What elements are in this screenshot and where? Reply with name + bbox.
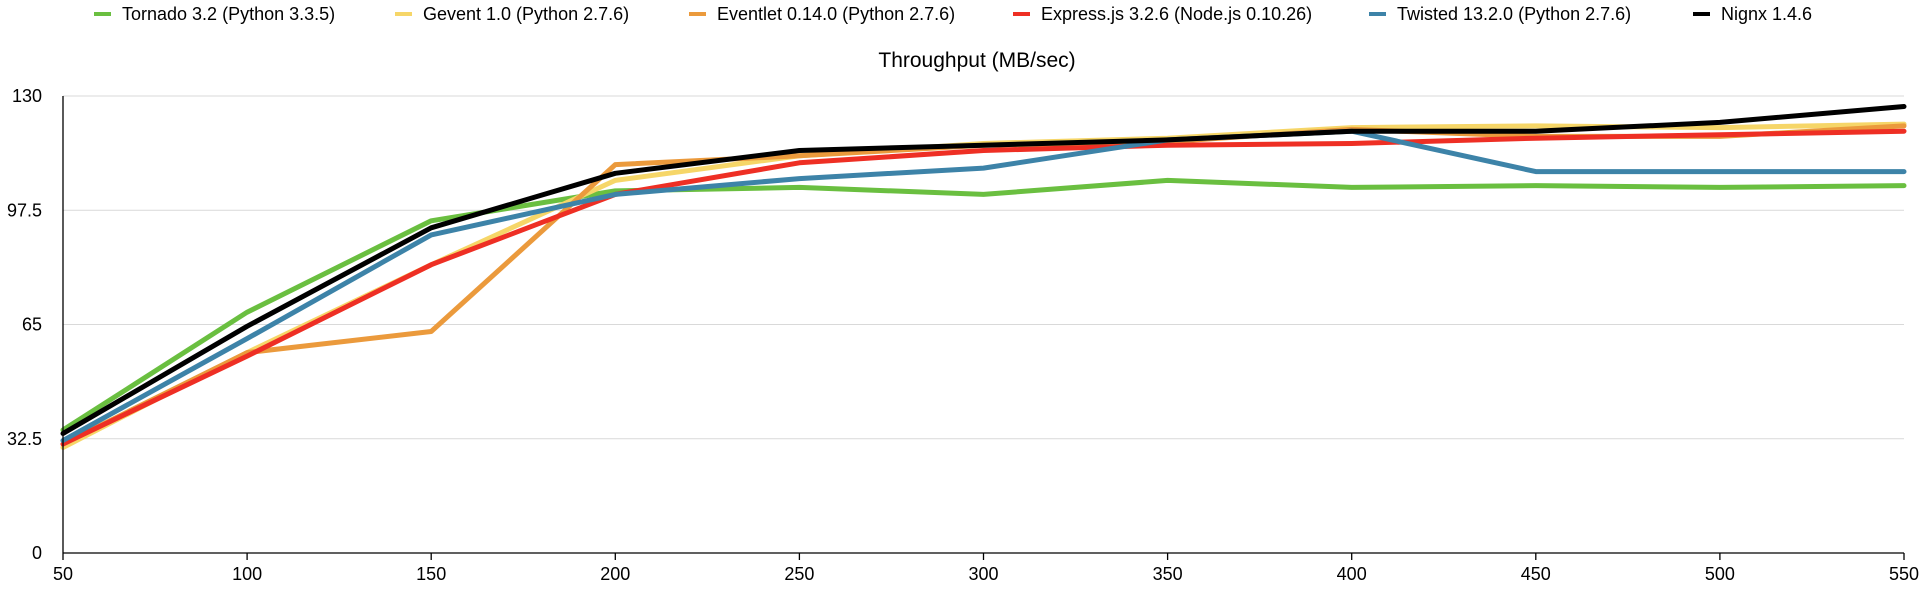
x-tick-label: 450 bbox=[1521, 564, 1551, 584]
axes bbox=[62, 96, 1904, 554]
x-tick-label: 550 bbox=[1889, 564, 1919, 584]
x-axis-ticks: 50 100 150 200 250 300 350 400 450 500 550 bbox=[53, 553, 1919, 584]
legend-entry: Express.js 3.2.6 (Node.js 0.10.26) bbox=[1013, 4, 1312, 24]
x-tick-label: 300 bbox=[968, 564, 998, 584]
legend-label: Tornado 3.2 (Python 3.3.5) bbox=[122, 4, 335, 24]
series-line-1 bbox=[60, 177, 1907, 433]
series-line-4 bbox=[60, 128, 1907, 447]
y-tick-label: 65 bbox=[22, 315, 42, 335]
legend-entry: Tornado 3.2 (Python 3.3.5) bbox=[94, 4, 335, 24]
y-tick-label: 0 bbox=[32, 543, 42, 563]
legend-label: Twisted 13.2.0 (Python 2.7.6) bbox=[1397, 4, 1631, 24]
legend-entry: Nignx 1.4.6 bbox=[1693, 4, 1812, 24]
y-axis-ticks: 0 32.5 65 97.5 130 bbox=[7, 86, 42, 563]
legend-entry: Gevent 1.0 (Python 2.7.6) bbox=[395, 4, 629, 24]
legend-label: Nignx 1.4.6 bbox=[1721, 4, 1812, 24]
x-tick-label: 350 bbox=[1153, 564, 1183, 584]
x-tick-label: 500 bbox=[1705, 564, 1735, 584]
series-line-5 bbox=[60, 128, 1907, 443]
legend-label: Gevent 1.0 (Python 2.7.6) bbox=[423, 4, 629, 24]
legend-entry: Twisted 13.2.0 (Python 2.7.6) bbox=[1369, 4, 1631, 24]
x-tick-label: 50 bbox=[53, 564, 73, 584]
x-tick-label: 250 bbox=[784, 564, 814, 584]
legend-label: Eventlet 0.14.0 (Python 2.7.6) bbox=[717, 4, 955, 24]
x-tick-label: 200 bbox=[600, 564, 630, 584]
series-line-6 bbox=[60, 104, 1907, 436]
y-tick-label: 32.5 bbox=[7, 429, 42, 449]
series-lines bbox=[60, 104, 1907, 450]
grid bbox=[63, 95, 1904, 440]
legend-entry: Eventlet 0.14.0 (Python 2.7.6) bbox=[689, 4, 955, 24]
legend: Tornado 3.2 (Python 3.3.5) Gevent 1.0 (Py… bbox=[94, 4, 1812, 24]
x-tick-label: 400 bbox=[1337, 564, 1367, 584]
x-tick-label: 100 bbox=[232, 564, 262, 584]
legend-label: Express.js 3.2.6 (Node.js 0.10.26) bbox=[1041, 4, 1312, 24]
chart-title: Throughput (MB/sec) bbox=[878, 49, 1075, 72]
y-tick-label: 97.5 bbox=[7, 200, 42, 220]
y-tick-label: 130 bbox=[12, 86, 42, 106]
x-tick-label: 150 bbox=[416, 564, 446, 584]
